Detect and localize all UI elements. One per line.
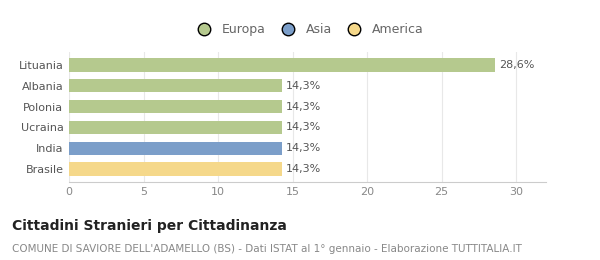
Bar [69, 162, 282, 176]
Text: 14,3%: 14,3% [286, 81, 321, 91]
Text: 14,3%: 14,3% [286, 102, 321, 112]
Text: COMUNE DI SAVIORE DELL'ADAMELLO (BS) - Dati ISTAT al 1° gennaio - Elaborazione T: COMUNE DI SAVIORE DELL'ADAMELLO (BS) - D… [12, 244, 522, 254]
Bar [69, 58, 496, 72]
Text: 14,3%: 14,3% [286, 143, 321, 153]
Bar [69, 142, 282, 155]
Text: Cittadini Stranieri per Cittadinanza: Cittadini Stranieri per Cittadinanza [12, 219, 287, 233]
Text: 14,3%: 14,3% [286, 122, 321, 132]
Text: 28,6%: 28,6% [499, 60, 535, 70]
Text: 14,3%: 14,3% [286, 164, 321, 174]
Bar [69, 100, 282, 113]
Bar [69, 79, 282, 92]
Bar [69, 121, 282, 134]
Legend: Europa, Asia, America: Europa, Asia, America [188, 19, 427, 40]
